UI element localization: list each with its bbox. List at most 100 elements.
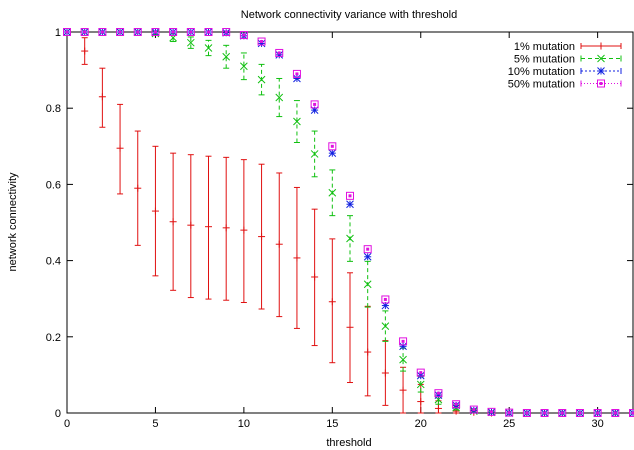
- data-point: [328, 142, 337, 151]
- data-point: [134, 184, 142, 192]
- marker-stroke: [346, 191, 354, 200]
- legend-marker: [597, 79, 605, 88]
- marker-fill: [490, 410, 493, 414]
- marker-stroke: [98, 28, 107, 36]
- marker-stroke: [487, 407, 496, 416]
- marker-fill: [596, 411, 600, 415]
- marker-fill: [153, 30, 157, 34]
- marker-stroke: [597, 67, 605, 75]
- marker-stroke: [186, 38, 195, 47]
- x-tick-label: 15: [326, 418, 338, 430]
- marker-fill: [599, 82, 603, 85]
- data-point: [222, 28, 231, 36]
- data-point: [275, 48, 284, 57]
- series-4: [63, 28, 634, 417]
- data-point: [575, 409, 584, 417]
- data-point: [258, 233, 266, 241]
- data-point: [63, 28, 71, 36]
- data-point: [222, 52, 231, 61]
- marker-stroke: [80, 28, 89, 36]
- x-axis-title: threshold: [326, 437, 371, 449]
- data-point: [151, 28, 160, 36]
- marker-stroke: [293, 74, 301, 83]
- plot-frame: [66, 31, 634, 414]
- marker-stroke: [597, 54, 605, 63]
- legend-item: 50% mutation: [508, 79, 622, 91]
- data-point: [558, 409, 567, 417]
- data-point: [416, 380, 425, 389]
- y-tick-label: 1: [55, 27, 61, 39]
- marker-fill: [525, 411, 529, 415]
- legend-marker: [597, 42, 605, 50]
- marker-stroke: [469, 405, 478, 414]
- data-point: [434, 389, 443, 398]
- data-point: [292, 69, 301, 78]
- marker-stroke: [310, 150, 319, 158]
- x-tick-label: 5: [152, 418, 158, 430]
- marker-fill: [507, 411, 511, 415]
- data-point: [310, 100, 319, 109]
- marker-fill: [277, 51, 281, 55]
- marker-stroke: [346, 234, 354, 243]
- marker-stroke: [597, 79, 605, 88]
- data-point: [186, 28, 195, 36]
- data-point: [434, 404, 442, 412]
- data-point: [399, 386, 407, 394]
- data-point: [204, 28, 213, 36]
- data-point: [452, 400, 461, 409]
- marker-stroke: [222, 28, 231, 36]
- marker-stroke: [239, 31, 248, 40]
- data-point: [593, 409, 602, 417]
- marker-fill: [330, 144, 334, 148]
- data-point: [611, 409, 620, 417]
- marker-stroke: [257, 39, 266, 48]
- marker-stroke: [575, 409, 584, 417]
- marker-stroke: [204, 44, 213, 52]
- marker-fill: [454, 402, 458, 406]
- data-point: [169, 28, 178, 36]
- data-point: [116, 144, 124, 152]
- marker-fill: [366, 247, 370, 251]
- data-point: [81, 47, 89, 55]
- marker-stroke: [363, 280, 372, 289]
- marker-fill: [171, 30, 175, 34]
- marker-stroke: [275, 48, 284, 57]
- data-point: [98, 93, 106, 101]
- marker-stroke: [381, 295, 390, 304]
- marker-stroke: [346, 200, 354, 209]
- data-point: [434, 391, 443, 399]
- legend-label: 1% mutation: [514, 41, 575, 53]
- data-point: [205, 223, 212, 231]
- marker-fill: [118, 30, 122, 34]
- data-point: [187, 221, 195, 229]
- data-point: [133, 28, 142, 36]
- marker-stroke: [399, 355, 407, 364]
- marker-stroke: [558, 409, 567, 417]
- marker-stroke: [240, 62, 248, 71]
- marker-stroke: [204, 28, 213, 36]
- error-bar: [187, 36, 194, 49]
- marker-stroke: [416, 368, 425, 377]
- marker-stroke: [522, 409, 531, 417]
- data-point: [399, 342, 407, 351]
- marker-fill: [613, 411, 617, 415]
- marker-stroke: [328, 149, 337, 158]
- error-bar: [223, 44, 230, 69]
- data-point: [346, 200, 354, 209]
- data-point: [328, 149, 337, 158]
- data-point: [80, 28, 89, 36]
- marker-stroke: [275, 51, 284, 59]
- marker-fill: [401, 339, 405, 343]
- legend-item: 5% mutation: [514, 54, 622, 66]
- data-point: [381, 369, 389, 377]
- data-point: [116, 28, 125, 36]
- marker-fill: [631, 411, 634, 415]
- x-tick-label: 25: [503, 418, 515, 430]
- data-point: [310, 150, 319, 158]
- x-tick-label: 20: [415, 418, 427, 430]
- marker-stroke: [434, 391, 443, 399]
- legend-item: 1% mutation: [514, 41, 622, 53]
- y-axis-title: network connectivity: [7, 172, 19, 272]
